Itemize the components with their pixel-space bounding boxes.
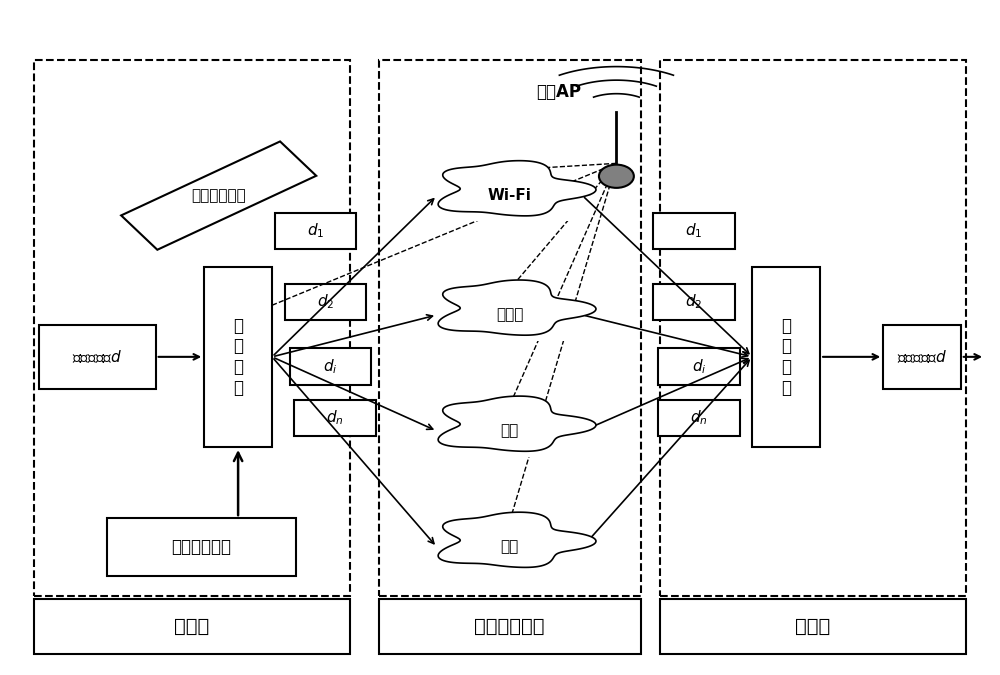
Text: 接收端: 接收端 (795, 617, 830, 636)
Polygon shape (437, 189, 582, 221)
Polygon shape (204, 267, 272, 447)
Ellipse shape (562, 311, 593, 331)
Ellipse shape (562, 543, 593, 564)
Ellipse shape (473, 537, 546, 570)
Text: 功率分配算法: 功率分配算法 (171, 538, 231, 556)
Ellipse shape (477, 522, 514, 547)
Ellipse shape (427, 427, 456, 446)
Ellipse shape (448, 302, 484, 327)
Polygon shape (653, 213, 735, 249)
Polygon shape (437, 541, 582, 573)
Text: 应用数据流$d$: 应用数据流$d$ (897, 348, 947, 365)
Text: $d_i$: $d_i$ (692, 357, 706, 376)
Ellipse shape (427, 543, 456, 562)
Ellipse shape (473, 421, 546, 454)
Text: 异构无线网络: 异构无线网络 (474, 617, 545, 636)
Ellipse shape (562, 192, 593, 213)
Ellipse shape (477, 406, 514, 431)
Polygon shape (34, 599, 350, 653)
Ellipse shape (477, 171, 514, 195)
Polygon shape (438, 280, 596, 335)
Polygon shape (660, 599, 966, 653)
Polygon shape (121, 142, 316, 250)
Polygon shape (752, 267, 820, 447)
Polygon shape (438, 396, 596, 452)
Ellipse shape (448, 184, 484, 208)
Ellipse shape (510, 286, 548, 312)
Polygon shape (39, 325, 156, 389)
Text: $d_n$: $d_n$ (326, 409, 344, 427)
Polygon shape (438, 161, 596, 216)
Text: 发送端: 发送端 (174, 617, 210, 636)
Polygon shape (437, 308, 582, 341)
Text: 蓝牙: 蓝牙 (501, 423, 519, 439)
Ellipse shape (448, 535, 484, 560)
Ellipse shape (427, 310, 456, 330)
Ellipse shape (473, 305, 546, 338)
Text: 应用数据流$d$: 应用数据流$d$ (72, 348, 123, 365)
Ellipse shape (540, 296, 577, 321)
Text: $d_n$: $d_n$ (690, 409, 708, 427)
Text: 数
据
分
流: 数 据 分 流 (233, 317, 243, 397)
Ellipse shape (477, 290, 514, 315)
Polygon shape (437, 425, 582, 457)
Polygon shape (658, 400, 740, 436)
Text: 超宽带: 超宽带 (496, 307, 523, 323)
Text: 智能AP: 智能AP (536, 84, 581, 101)
Text: $d_i$: $d_i$ (323, 357, 338, 376)
Ellipse shape (510, 402, 548, 428)
Text: 数
据
汇
聚: 数 据 汇 聚 (781, 317, 791, 397)
Polygon shape (285, 284, 366, 320)
Polygon shape (438, 512, 596, 568)
Ellipse shape (427, 191, 456, 211)
Ellipse shape (448, 418, 484, 443)
Polygon shape (290, 348, 371, 385)
Text: 网络状态信息: 网络状态信息 (191, 188, 246, 203)
Polygon shape (379, 599, 641, 653)
Text: $d_2$: $d_2$ (685, 293, 703, 311)
Ellipse shape (510, 518, 548, 544)
Ellipse shape (540, 177, 577, 201)
Polygon shape (653, 284, 735, 320)
Text: Wi-Fi: Wi-Fi (488, 188, 532, 203)
Polygon shape (658, 348, 740, 385)
Text: $d_1$: $d_1$ (685, 221, 703, 240)
Text: 其它: 其它 (501, 539, 519, 555)
Ellipse shape (540, 412, 577, 437)
Ellipse shape (562, 427, 593, 448)
Circle shape (599, 165, 634, 188)
Ellipse shape (540, 529, 577, 553)
Polygon shape (294, 400, 376, 436)
Ellipse shape (510, 167, 548, 192)
Text: $d_2$: $d_2$ (317, 293, 334, 311)
Ellipse shape (473, 186, 546, 218)
Polygon shape (107, 518, 296, 576)
Text: $d_1$: $d_1$ (307, 221, 324, 240)
Polygon shape (883, 325, 961, 389)
Polygon shape (275, 213, 356, 249)
